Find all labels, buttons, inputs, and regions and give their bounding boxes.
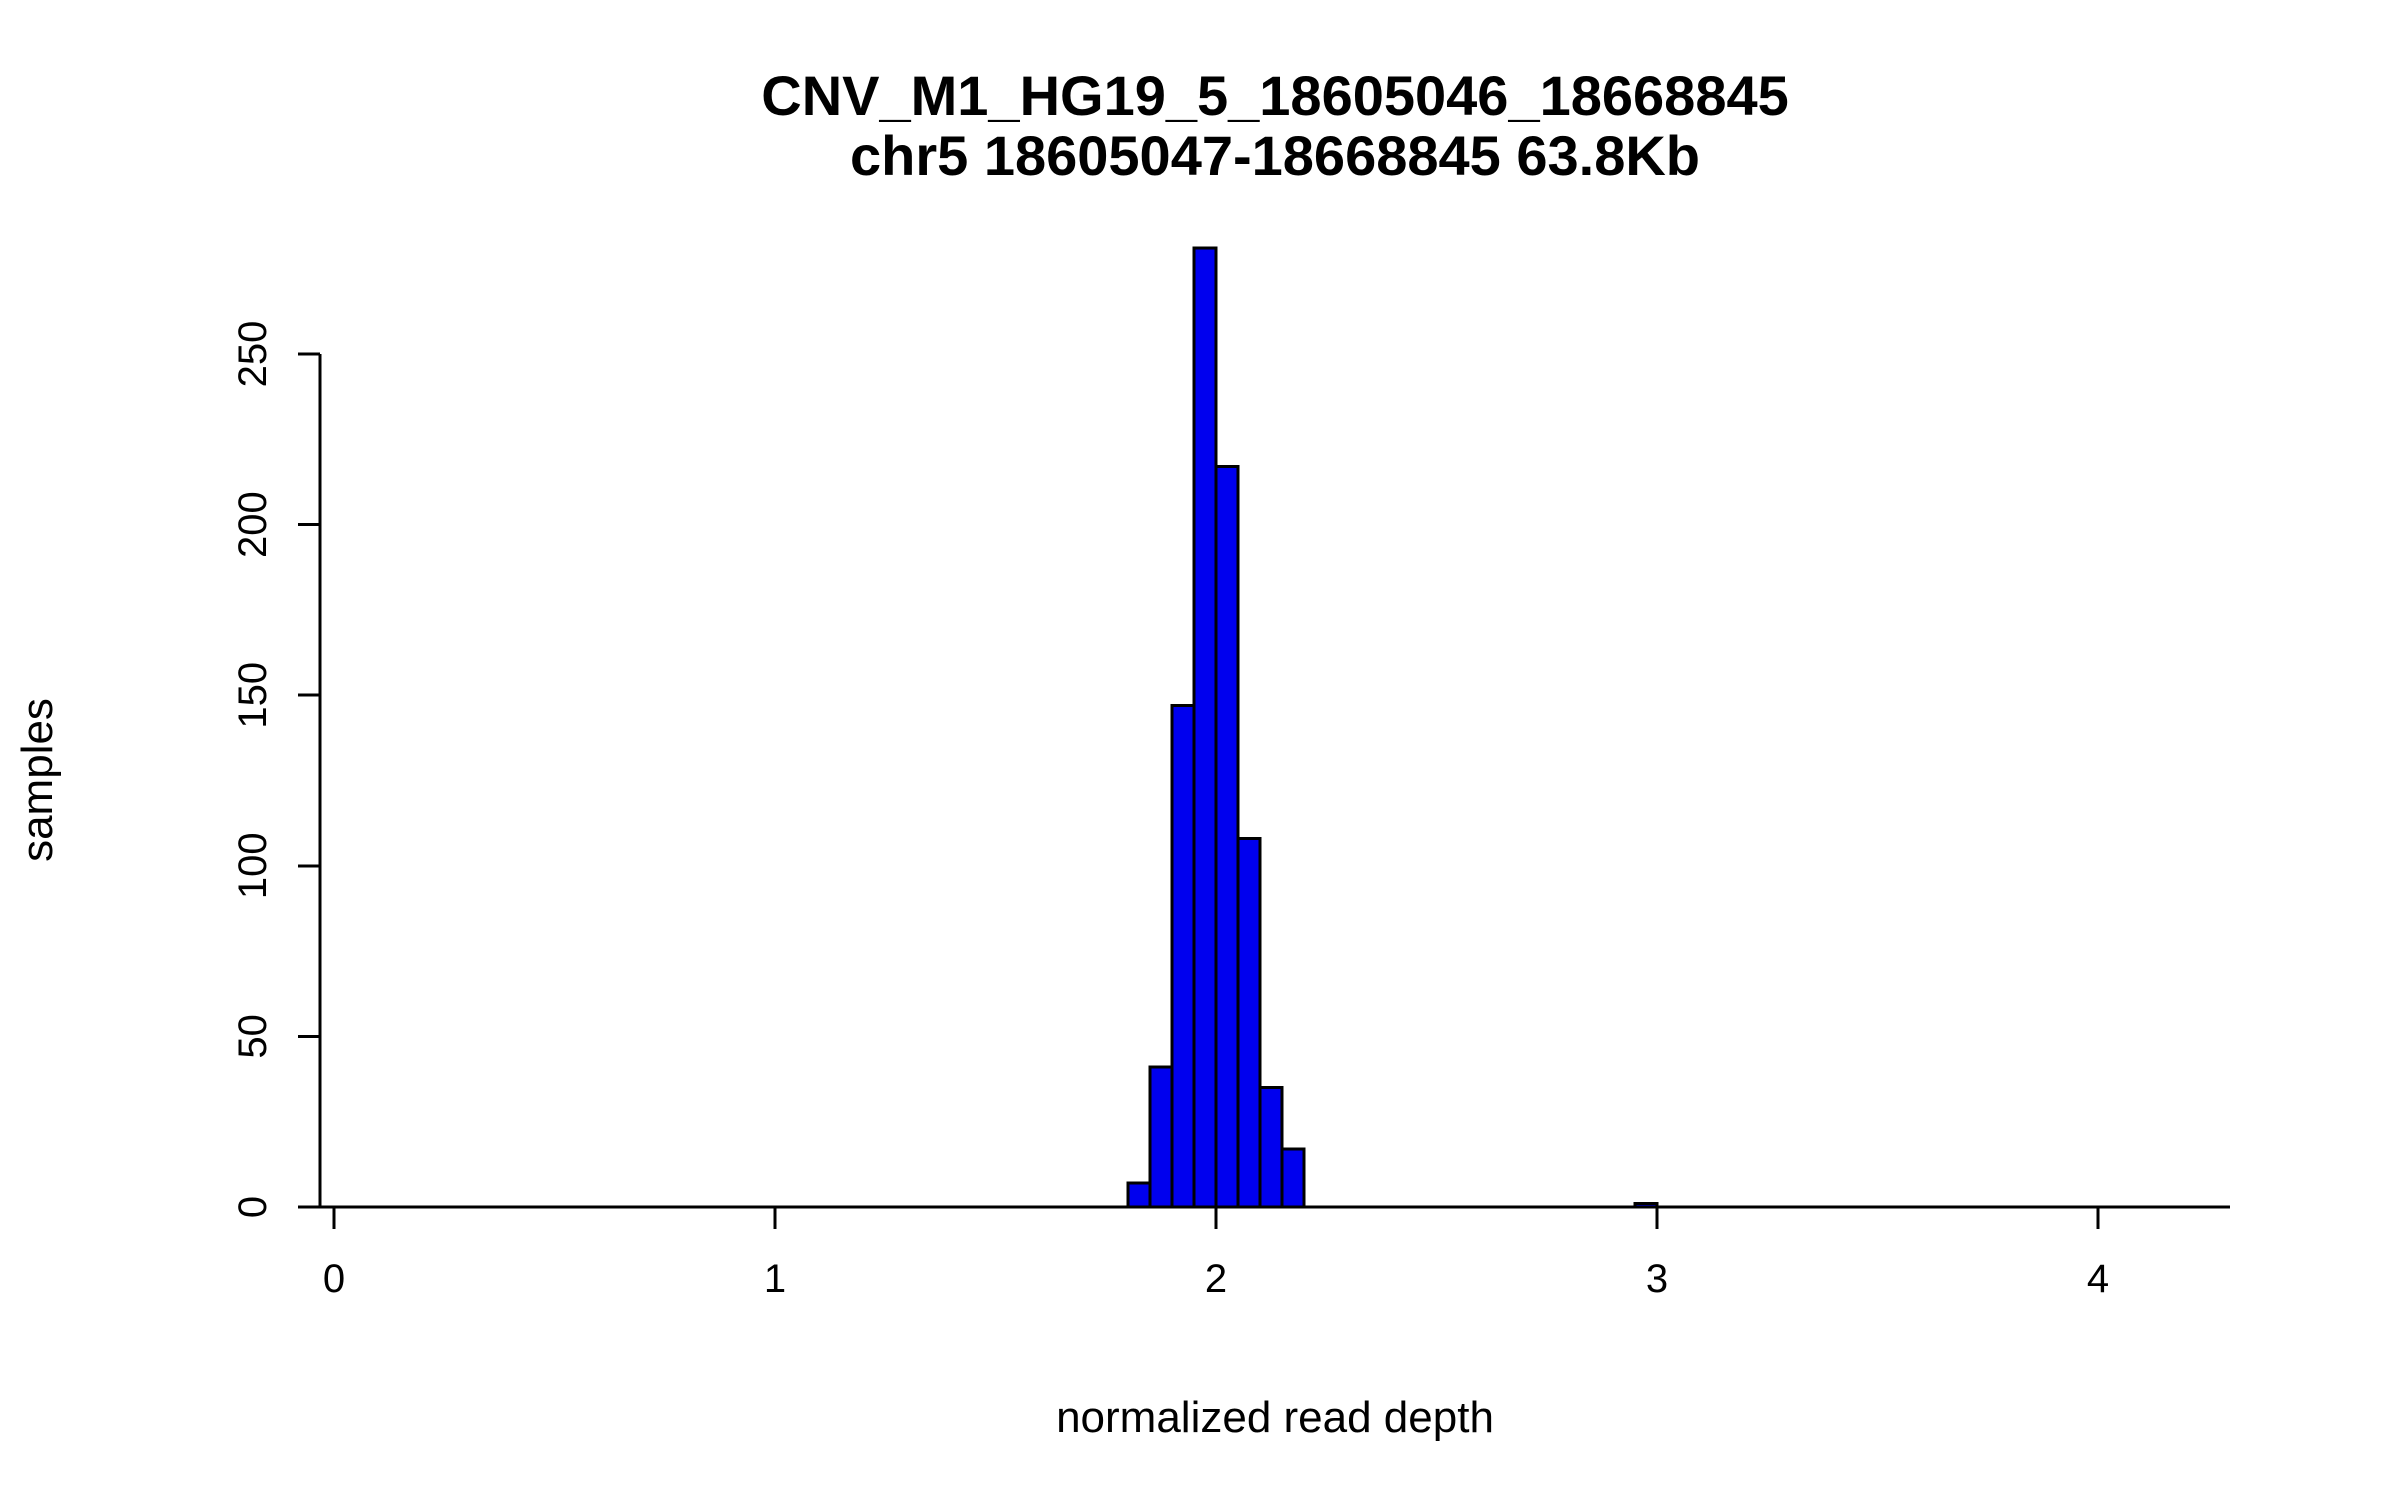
- histogram-bar: [1148, 1065, 1174, 1209]
- x-tick-label: 3: [1646, 1257, 1668, 1301]
- y-tick-label: 0: [231, 1196, 275, 1218]
- histogram-bar: [1258, 1086, 1284, 1209]
- y-axis-label: samples: [13, 698, 62, 862]
- histogram-bar: [1126, 1181, 1152, 1209]
- x-tick-label: 1: [764, 1257, 786, 1301]
- plot-subtitle: chr5 18605047-18668845 63.8Kb: [850, 124, 1700, 187]
- y-tick-label: 50: [231, 1014, 275, 1059]
- histogram-bars: [1126, 246, 1659, 1209]
- x-tick-label: 0: [323, 1257, 345, 1301]
- y-tick-label: 200: [231, 491, 275, 558]
- x-tick-label: 4: [2087, 1257, 2109, 1301]
- histogram-bar: [1214, 465, 1240, 1209]
- y-tick-label: 100: [231, 832, 275, 899]
- histogram-bar: [1236, 837, 1262, 1209]
- x-tick-label: 2: [1205, 1257, 1227, 1301]
- histogram-bar: [1170, 703, 1196, 1209]
- x-axis-label: normalized read depth: [1056, 1393, 1494, 1442]
- y-tick-label: 150: [231, 662, 275, 729]
- y-tick-label: 250: [231, 321, 275, 388]
- axes: 0 1 2 3 4 0 50 100 150 200 250: [231, 321, 2230, 1301]
- plot-title: CNV_M1_HG19_5_18605046_18668845: [761, 64, 1789, 127]
- histogram-bar: [1192, 246, 1218, 1209]
- histogram-bar: [1280, 1147, 1306, 1209]
